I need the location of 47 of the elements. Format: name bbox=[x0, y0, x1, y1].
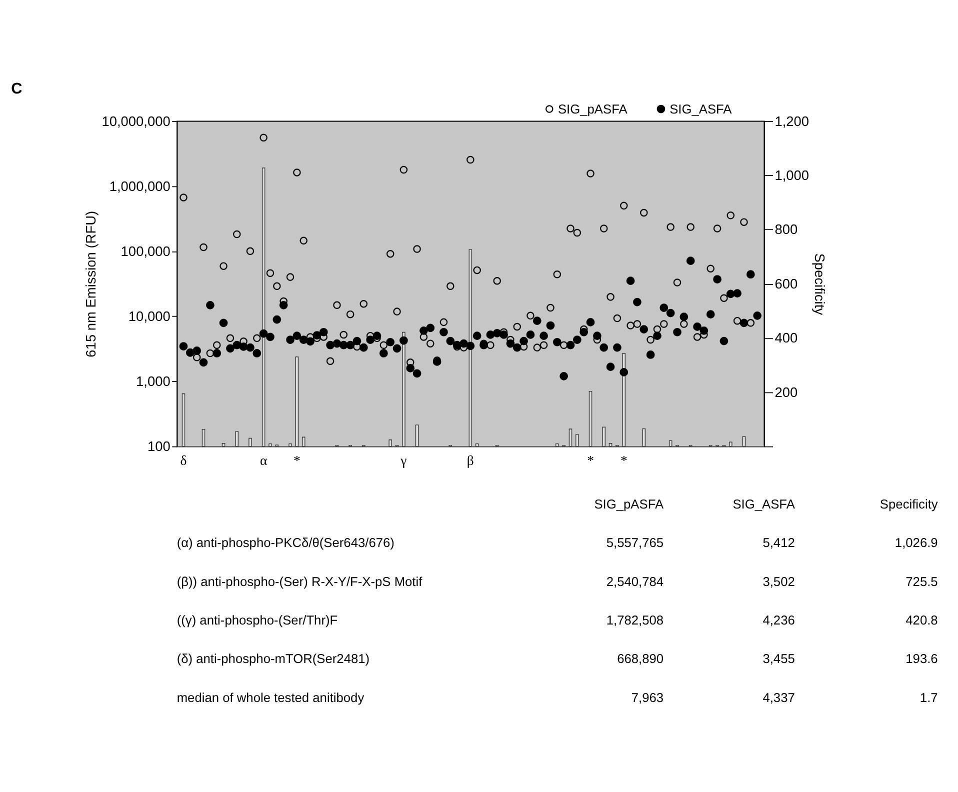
y2-tick-label: 200 bbox=[774, 384, 798, 400]
category-label: ((γ) anti-phospho-(Ser/Thr)F bbox=[176, 612, 338, 628]
text: 1,782,508 bbox=[606, 612, 664, 628]
text: 5,412 bbox=[762, 535, 795, 550]
text: 1,026.9 bbox=[894, 535, 938, 550]
category-label: (δ) anti-phospho-mTOR(Ser2481) bbox=[176, 651, 370, 666]
category-label: (α) anti-phospho-PKCδ/θ(Ser643/676) bbox=[176, 535, 394, 550]
y-tick-label: 1,000,000 bbox=[109, 178, 171, 194]
y2-axis-title: Specificity bbox=[812, 253, 828, 316]
y-tick-label: 10,000,000 bbox=[102, 114, 171, 129]
y2-tick-label: 1,000 bbox=[774, 168, 810, 183]
text: 5,557,765 bbox=[606, 535, 664, 550]
category-label: SIG_pASFA bbox=[594, 496, 664, 512]
y-tick-label: 100 bbox=[148, 439, 171, 454]
text: 3,455 bbox=[762, 651, 795, 666]
y-tick-label: 1,000 bbox=[136, 374, 171, 390]
text: C bbox=[11, 80, 22, 98]
x-tick-label: * bbox=[294, 452, 301, 468]
text: 7,963 bbox=[631, 690, 664, 705]
y-axis-title: 615 nm Emission (RFU) bbox=[84, 210, 99, 358]
y2-tick-label: 800 bbox=[774, 222, 798, 238]
category-label: SIG_ASFA bbox=[732, 496, 796, 512]
x-tick-label: γ bbox=[400, 452, 407, 468]
category-label: (β)) anti-phospho-(Ser) R-X-Y/F-X-pS Motif bbox=[176, 574, 422, 589]
text: 420.8 bbox=[906, 612, 938, 628]
text: 725.5 bbox=[906, 574, 938, 589]
y-tick-label: 100,000 bbox=[120, 244, 171, 259]
x-tick-label: α bbox=[260, 452, 268, 468]
text: 668,890 bbox=[617, 651, 664, 666]
text: 2,540,784 bbox=[606, 574, 664, 589]
x-tick-label: β bbox=[466, 452, 474, 468]
y2-tick-label: 600 bbox=[774, 276, 798, 292]
y-tick-label: 10,000 bbox=[128, 308, 171, 324]
legend-label: SIG_ASFA bbox=[670, 101, 732, 116]
x-tick-label: * bbox=[620, 452, 628, 468]
x-tick-label: * bbox=[587, 452, 594, 468]
text: 4,337 bbox=[762, 690, 795, 705]
text: 193.6 bbox=[906, 651, 938, 666]
text: 3,502 bbox=[762, 574, 795, 589]
category-label: Specificity bbox=[880, 496, 938, 512]
text: 4,236 bbox=[762, 612, 795, 628]
legend-label: SIG_pASFA bbox=[558, 101, 628, 116]
text: 1.7 bbox=[920, 690, 938, 705]
category-label: median of whole tested anitibody bbox=[176, 690, 364, 705]
x-tick-label: δ bbox=[180, 452, 187, 468]
y2-tick-label: 1,200 bbox=[774, 114, 810, 129]
y2-tick-label: 400 bbox=[774, 330, 798, 346]
